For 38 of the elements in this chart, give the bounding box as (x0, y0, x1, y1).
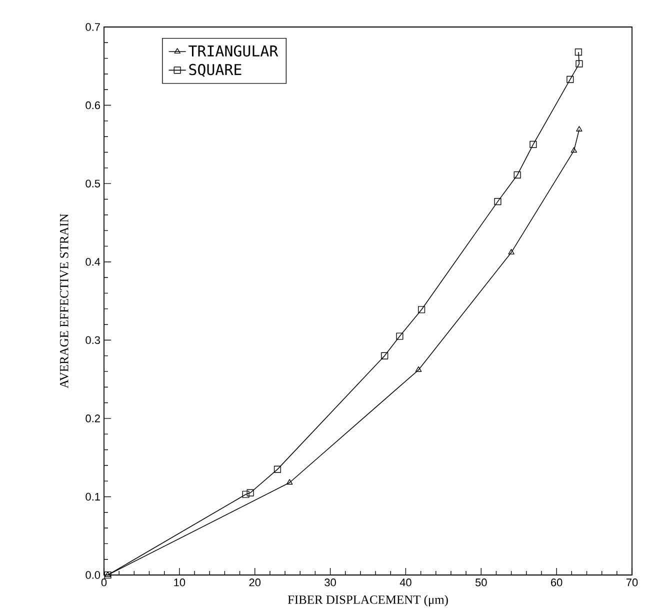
x-tick-label: 30 (324, 578, 336, 586)
point (530, 140, 537, 148)
y-tick-label: 0.5 (86, 180, 100, 188)
point (514, 171, 521, 178)
point (242, 490, 250, 498)
point (286, 479, 293, 485)
y-tick-label: 0.6 (86, 101, 100, 110)
legend-label: SQUARE (189, 64, 242, 77)
point (104, 571, 112, 579)
x-tick-label: 20 (249, 578, 261, 586)
point (576, 126, 582, 132)
point (508, 248, 514, 254)
point (381, 352, 388, 360)
y-tick-label: 0.3 (86, 336, 100, 344)
point (415, 366, 422, 372)
y-tick-label: 0.4 (86, 258, 100, 266)
y-axis-title: AVERAGE EFFECTIVE STRAIN (60, 214, 68, 388)
y-tick-label: 0.1 (86, 492, 100, 501)
x-axis-title: FIBER DISPLACEMENT (μm) (288, 595, 448, 606)
point (418, 306, 426, 314)
y-tick-label: 0.0 (86, 571, 100, 579)
point (396, 332, 404, 340)
x-tick-label: 50 (475, 578, 487, 586)
point (566, 76, 574, 83)
point (274, 466, 282, 473)
x-tick-label: 60 (551, 578, 562, 586)
x-tick-label: 0 (101, 578, 107, 586)
y-tick-label: 0.7 (86, 23, 100, 31)
point (494, 198, 502, 206)
x-tick-label: 70 (626, 578, 638, 586)
point (246, 489, 254, 496)
point (576, 60, 583, 68)
legend-label: TRIANGULAR (188, 45, 278, 57)
point (570, 147, 578, 153)
y-tick-label: 0.2 (86, 414, 100, 422)
x-tick-label: 10 (174, 578, 186, 586)
point (574, 48, 582, 56)
x-tick-label: 40 (400, 578, 412, 586)
